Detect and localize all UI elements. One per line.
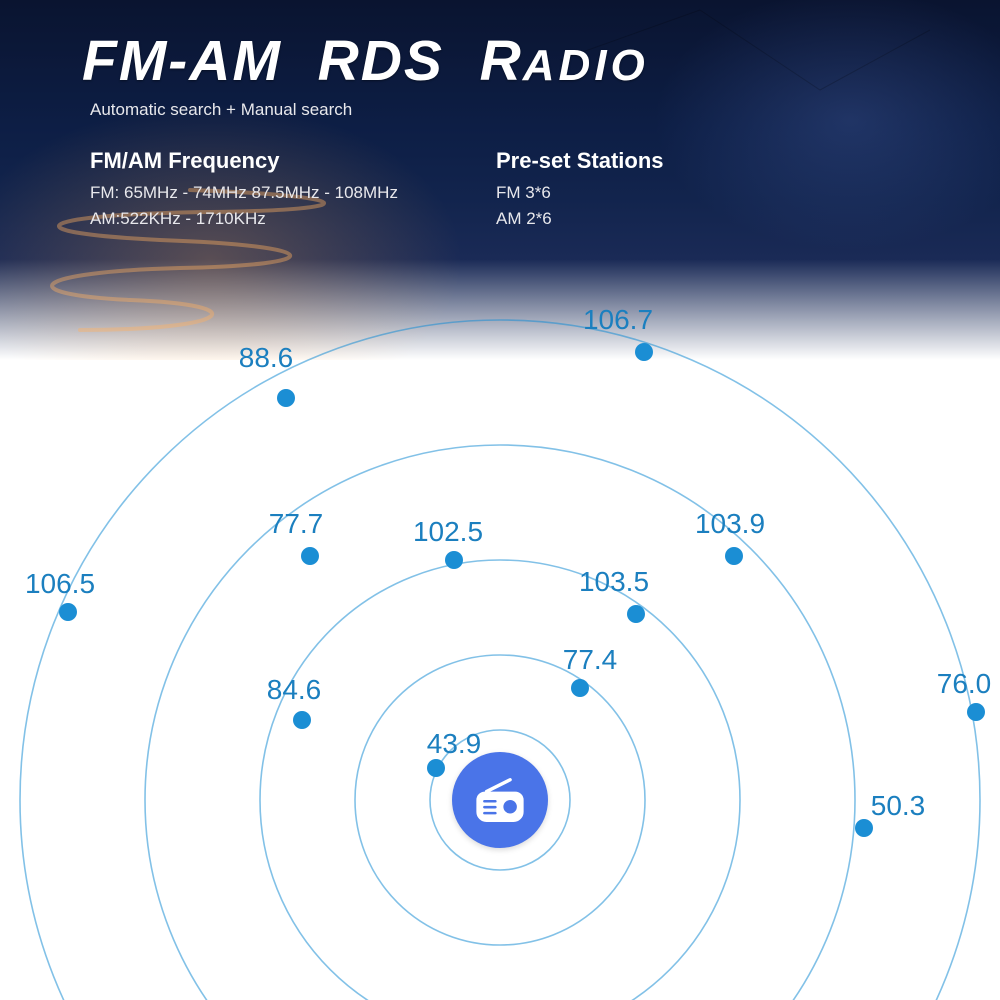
station-dot [627, 605, 645, 623]
station-dot [293, 711, 311, 729]
title-small: ADIO [523, 41, 649, 90]
station-label: 88.6 [239, 342, 294, 374]
station-label: 76.0 [937, 668, 992, 700]
station-label: 106.5 [25, 568, 95, 600]
frequency-heading: FM/AM Frequency [90, 148, 398, 174]
station-label: 77.4 [563, 644, 618, 676]
radio-glyph [473, 773, 527, 827]
preset-block: Pre-set Stations FM 3*6 AM 2*6 [496, 148, 664, 231]
station-dot [427, 759, 445, 777]
frequency-block: FM/AM Frequency FM: 65MHz - 74MHz 87.5MH… [90, 148, 398, 231]
station-dot [277, 389, 295, 407]
page-title: FM-AM RDS RADIO [82, 28, 649, 94]
station-dot [445, 551, 463, 569]
station-dot [725, 547, 743, 565]
frequency-body: FM: 65MHz - 74MHz 87.5MHz - 108MHz AM:52… [90, 180, 398, 231]
station-dot [59, 603, 77, 621]
station-label: 103.5 [579, 566, 649, 598]
subtitle: Automatic search + Manual search [90, 100, 352, 120]
preset-body: FM 3*6 AM 2*6 [496, 180, 664, 231]
station-label: 106.7 [583, 304, 653, 336]
station-dot [301, 547, 319, 565]
title-main: FM-AM RDS R [82, 29, 523, 93]
station-label: 103.9 [695, 508, 765, 540]
station-label: 102.5 [413, 516, 483, 548]
station-dot [967, 703, 985, 721]
station-label: 77.7 [269, 508, 324, 540]
station-label: 43.9 [427, 728, 482, 760]
station-label: 50.3 [871, 790, 926, 822]
preset-heading: Pre-set Stations [496, 148, 664, 174]
station-dot [571, 679, 589, 697]
station-label: 84.6 [267, 674, 322, 706]
radio-icon [452, 752, 548, 848]
